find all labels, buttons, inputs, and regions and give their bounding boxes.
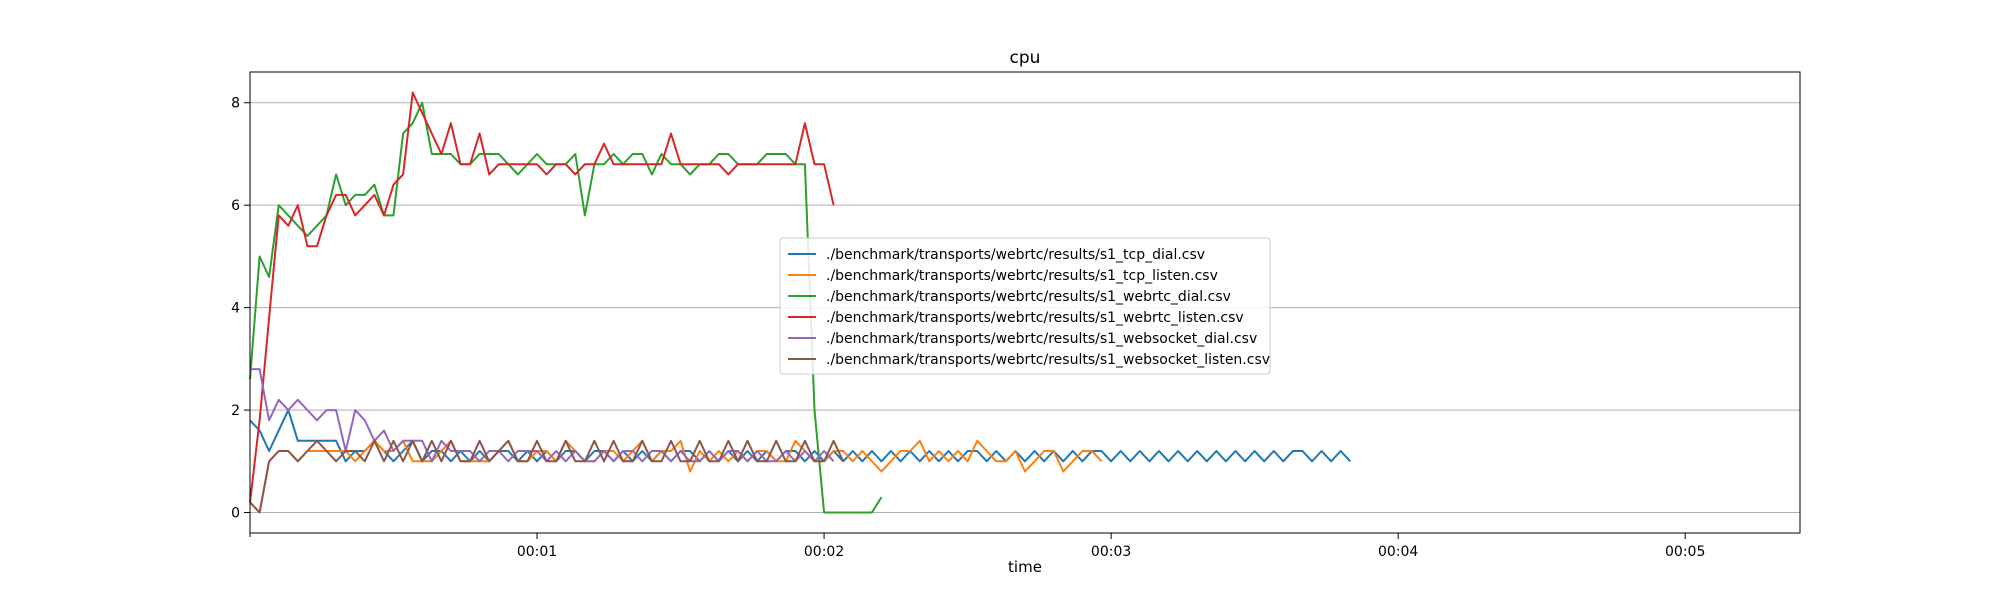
- y-tick-label: 8: [231, 96, 240, 112]
- series-line: [250, 368, 835, 463]
- series-lines: [249, 91, 1352, 514]
- legend-label: ./benchmark/transports/webrtc/results/s1…: [826, 352, 1270, 368]
- y-tick-label: 2: [231, 403, 240, 419]
- y-tick-label: 4: [231, 301, 240, 317]
- y-tick-label: 0: [231, 506, 240, 522]
- legend-box: [779, 237, 1271, 375]
- series-line: [249, 439, 1103, 514]
- legend-label: ./benchmark/transports/webrtc/results/s1…: [826, 268, 1218, 284]
- x-tick-label: 00:02: [804, 544, 844, 560]
- series-line: [249, 91, 835, 503]
- y-axis: 0 2 4 6 8: [231, 96, 250, 522]
- x-axis-title: time: [1008, 558, 1042, 576]
- legend-label: ./benchmark/transports/webrtc/results/s1…: [826, 310, 1244, 326]
- legend-label: ./benchmark/transports/webrtc/results/s1…: [826, 289, 1231, 305]
- legend-label: ./benchmark/transports/webrtc/results/s1…: [826, 331, 1257, 347]
- legend-label: ./benchmark/transports/webrtc/results/s1…: [826, 247, 1205, 263]
- x-tick-label: 00:05: [1665, 544, 1705, 560]
- x-tick-label: 00:01: [517, 544, 557, 560]
- series-line: [249, 439, 845, 514]
- chart-title: cpu: [1010, 48, 1041, 68]
- y-tick-label: 6: [231, 198, 240, 214]
- plot-frame: [249, 71, 1801, 534]
- x-axis: 00:01 00:02 00:03 00:04 00:05: [249, 533, 1705, 560]
- x-tick-label: 00:03: [1091, 544, 1131, 560]
- x-tick-label: 00:04: [1378, 544, 1418, 560]
- legend: ./benchmark/transports/webrtc/results/s1…: [779, 237, 1271, 375]
